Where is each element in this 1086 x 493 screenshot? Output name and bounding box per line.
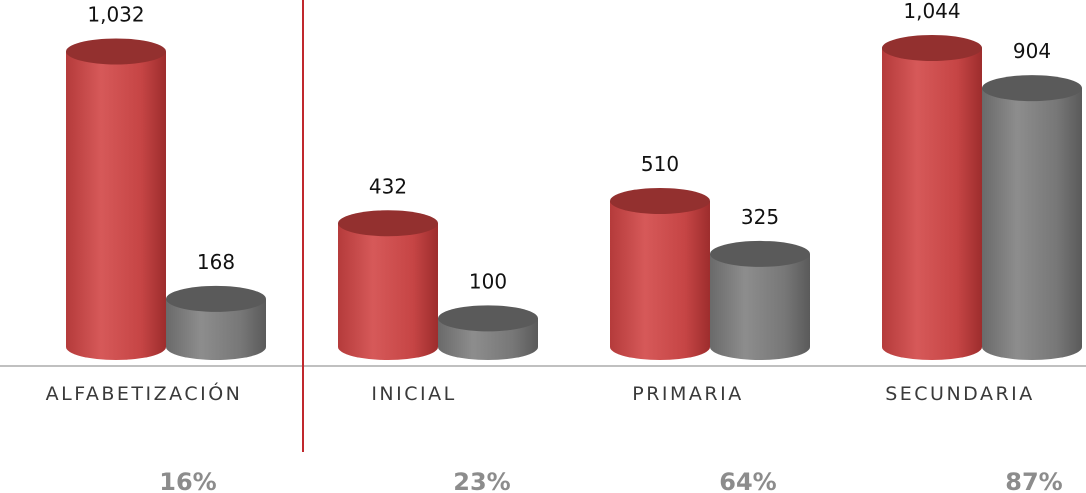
category-label-secundaria: SECUNDARIA — [885, 383, 1035, 405]
value-label-secundaria-grey: 904 — [1013, 39, 1051, 63]
bar-secundaria-grey — [982, 75, 1082, 361]
value-label-secundaria-red: 1,044 — [903, 0, 960, 23]
value-label-alfabetizacion-red: 1,032 — [87, 2, 144, 26]
category-label-primaria: PRIMARIA — [632, 383, 743, 405]
bar-secundaria-red — [882, 35, 982, 360]
bar-inicial-grey-top — [438, 305, 538, 332]
percentage-label-primaria: 64% — [719, 468, 776, 493]
category-label-inicial: INICIAL — [371, 383, 456, 405]
bar-alfabetizacion-grey-top — [166, 285, 266, 312]
bar-alfabetizacion-grey-body — [166, 298, 266, 360]
bar-alfabetizacion-grey — [166, 285, 266, 360]
bar-secundaria-red-top — [882, 35, 982, 62]
bar-inicial-grey — [438, 305, 538, 360]
category-label-alfabetizacion: ALFABETIZACIÓN — [46, 381, 243, 405]
percentage-label-secundaria: 87% — [1005, 468, 1062, 493]
percentage-label-inicial: 23% — [453, 468, 510, 493]
bar-alfabetizacion-red-top — [66, 38, 166, 65]
bar-primaria-red-body — [610, 200, 710, 360]
bar-secundaria-red-body — [882, 48, 982, 360]
bar-secundaria-grey-body — [982, 88, 1082, 361]
bar-inicial-red-top — [338, 210, 438, 237]
bar-secundaria-grey-top — [982, 75, 1082, 102]
value-label-alfabetizacion-grey: 168 — [197, 250, 235, 274]
bars: 1,032 432 510 1,044 168 100 325 904 — [66, 0, 1082, 361]
percentage-label-alfabetizacion: 16% — [159, 468, 216, 493]
value-label-primaria-grey: 325 — [741, 205, 779, 229]
bar-inicial-red — [338, 210, 438, 360]
bar-inicial-red-body — [338, 223, 438, 360]
bar-primaria-grey-body — [710, 253, 810, 360]
value-label-inicial-red: 432 — [369, 174, 407, 198]
bar-primaria-red — [610, 187, 710, 360]
bar-primaria-red-top — [610, 187, 710, 214]
bar-primaria-grey-top — [710, 240, 810, 267]
bar-alfabetizacion-red-body — [66, 51, 166, 361]
bar-primaria-grey — [710, 240, 810, 360]
value-label-primaria-red: 510 — [641, 152, 679, 176]
value-label-inicial-grey: 100 — [469, 269, 507, 293]
bar-alfabetizacion-red — [66, 38, 166, 361]
